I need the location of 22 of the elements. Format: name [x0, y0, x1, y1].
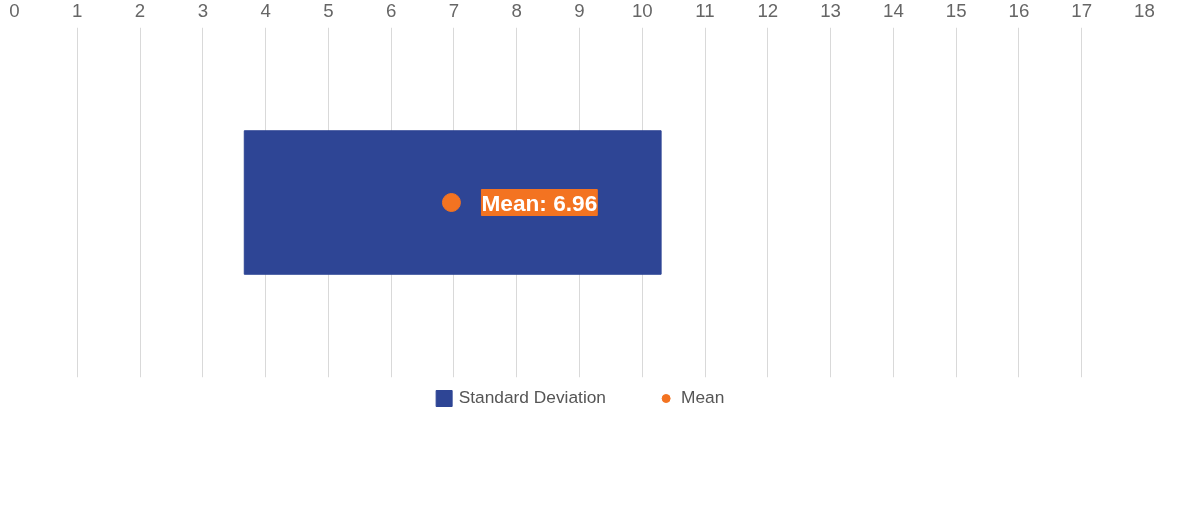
- x-tick-label: 13: [820, 0, 841, 21]
- data-label: Mean: 6.96: [481, 189, 598, 216]
- legend-label: Standard Deviation: [458, 387, 607, 408]
- x-tick-label: 1: [72, 0, 83, 21]
- x-tick-label: 10: [631, 0, 653, 21]
- x-tick-label: 7: [448, 0, 460, 21]
- x-tick-label: 8: [511, 0, 522, 21]
- x-tick-label: 0: [9, 0, 20, 21]
- x-tick-label: 3: [197, 0, 209, 21]
- x-tick-label: 2: [134, 0, 146, 21]
- x-tick-label: 15: [945, 0, 967, 21]
- x-tick-label: 16: [1008, 0, 1030, 21]
- x-tick-label: 14: [883, 0, 904, 21]
- x-tick-label: 9: [574, 0, 585, 21]
- x-tick-label: 6: [385, 0, 397, 21]
- x-tick-label: 18: [1134, 0, 1155, 21]
- x-tick-label: 11: [695, 0, 715, 21]
- x-tick-label: 17: [1071, 0, 1093, 21]
- x-tick-label: 5: [323, 0, 334, 21]
- x-tick-label: 12: [757, 0, 779, 21]
- legend-label: Mean: [681, 387, 725, 408]
- x-tick-label: 4: [260, 0, 271, 21]
